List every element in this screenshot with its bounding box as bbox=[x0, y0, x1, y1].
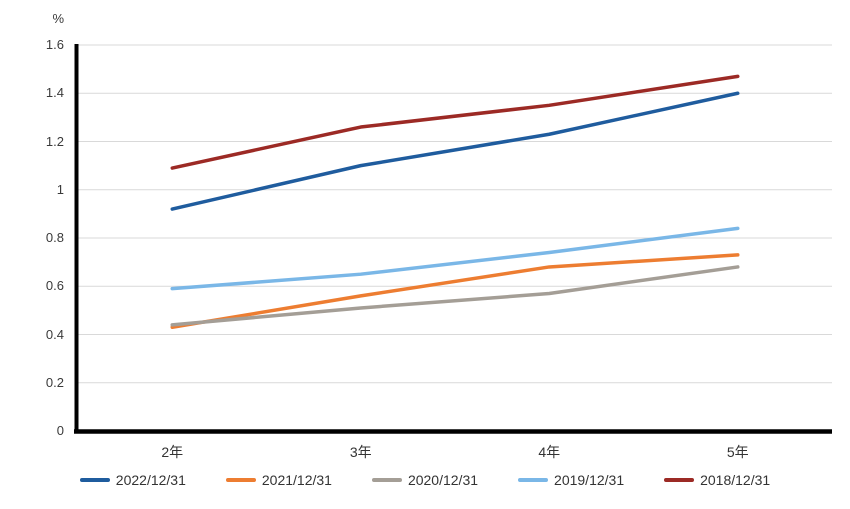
y-tick-label: 0.4 bbox=[45, 326, 64, 342]
y-tick-label: 0.6 bbox=[45, 278, 64, 294]
y-tick-label: 1.4 bbox=[45, 85, 64, 101]
series-line-2018/12/31 bbox=[170, 74, 740, 170]
y-tick-label: 1.6 bbox=[45, 37, 64, 52]
legend-label: 2020/12/31 bbox=[407, 472, 479, 488]
legend-swatch-icon bbox=[79, 478, 110, 482]
x-tick-label: 4年 bbox=[538, 444, 561, 460]
y-tick-label: 0 bbox=[56, 423, 64, 438]
y-tick-label: 0.2 bbox=[45, 374, 64, 390]
series-line-2022/12/31 bbox=[170, 91, 740, 211]
legend-label: 2021/12/31 bbox=[261, 472, 332, 488]
series-line-2021/12/31 bbox=[170, 253, 740, 330]
legend-item-2020/12/31: 2020/12/31 bbox=[371, 472, 479, 488]
legend-item-2022/12/31: 2022/12/31 bbox=[79, 472, 186, 488]
x-tick-label: 2年 bbox=[161, 444, 184, 460]
y-axis-unit-label: % bbox=[52, 11, 64, 26]
x-tick-label: 5年 bbox=[726, 444, 749, 460]
legend-label: 2022/12/31 bbox=[115, 472, 186, 488]
legend-item-2019/12/31: 2019/12/31 bbox=[518, 472, 624, 488]
legend-item-2021/12/31: 2021/12/31 bbox=[225, 472, 332, 488]
x-tick-label: 3年 bbox=[349, 444, 372, 460]
series-line-2020/12/31 bbox=[170, 265, 740, 327]
y-tick-label: 1.2 bbox=[45, 133, 64, 149]
legend-swatch-icon bbox=[664, 478, 695, 482]
series-line-2019/12/31 bbox=[170, 226, 740, 291]
legend-label: 2019/12/31 bbox=[554, 472, 625, 488]
legend-swatch-icon bbox=[225, 478, 256, 482]
legend-label: 2018/12/31 bbox=[700, 472, 771, 488]
legend-swatch-icon bbox=[371, 478, 402, 482]
y-tick-label: 0.8 bbox=[45, 230, 64, 245]
y-tick-label: 1 bbox=[56, 181, 64, 197]
legend-item-2018/12/31: 2018/12/31 bbox=[664, 472, 770, 488]
chart-legend: 2022/12/31 2021/12/31 2020/12/31 2019/12/31… bbox=[0, 472, 850, 488]
legend-swatch-icon bbox=[518, 478, 549, 482]
